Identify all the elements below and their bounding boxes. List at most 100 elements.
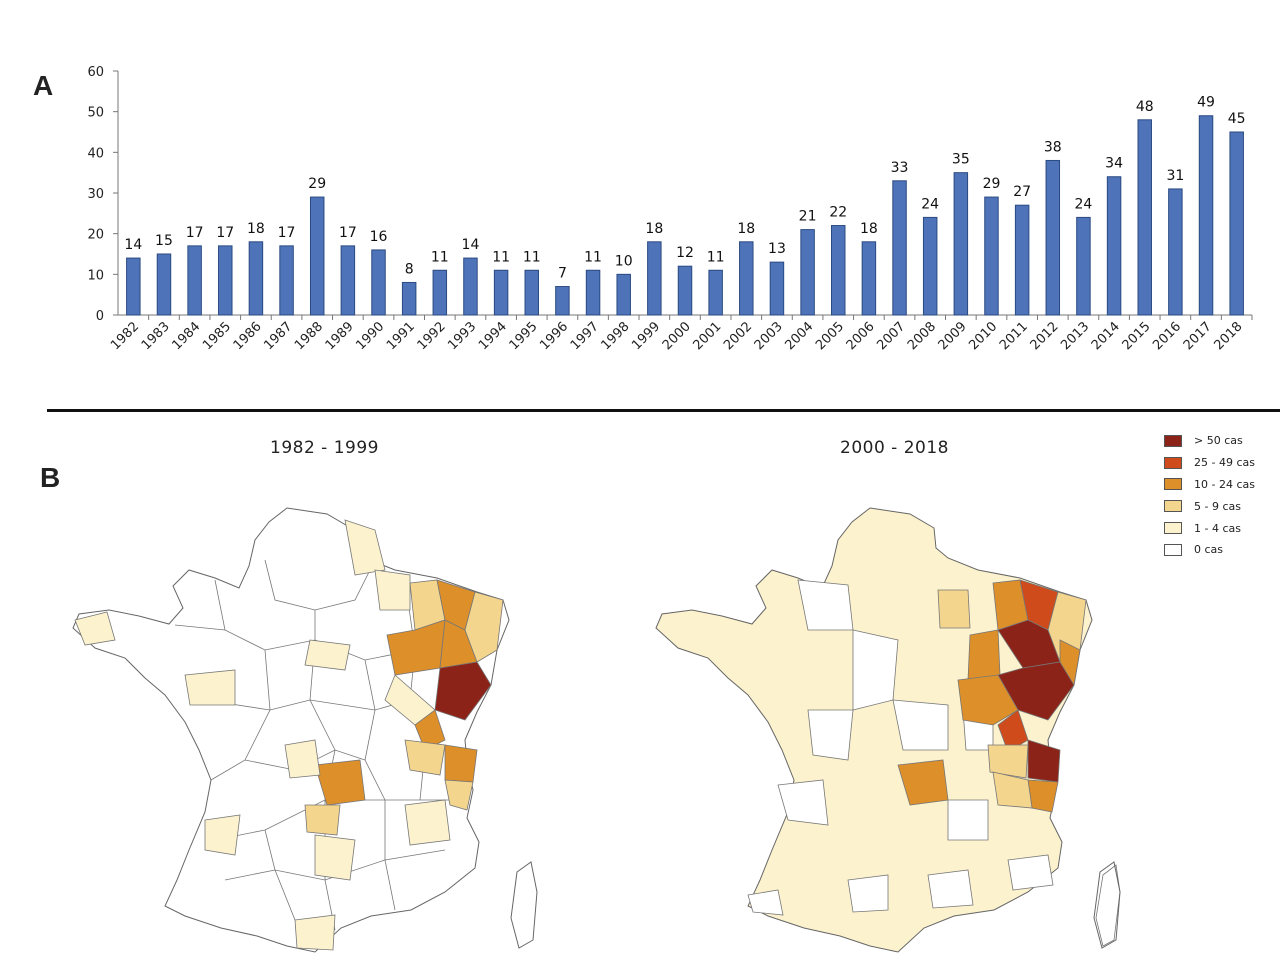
bar-data-label: 24 (921, 196, 939, 212)
x-tick-label: 1991 (384, 319, 418, 353)
bar (463, 257, 478, 316)
x-tick-label: 2007 (874, 319, 908, 353)
x-tick-label: 2011 (997, 319, 1031, 353)
bar-data-label: 11 (707, 249, 725, 265)
map-title-right: 2000 - 2018 (840, 438, 949, 458)
x-tick-label: 2009 (936, 319, 970, 353)
bar-data-label: 27 (1013, 184, 1031, 200)
bar-data-label: 18 (860, 221, 878, 237)
x-tick-label: 1995 (507, 319, 541, 353)
bar-data-label: 17 (186, 225, 204, 241)
bar (647, 241, 662, 316)
corsica-outline (1093, 861, 1121, 949)
bar-data-label: 11 (523, 249, 541, 265)
x-tick-label: 1983 (139, 319, 173, 353)
bar (1045, 159, 1061, 316)
legend-label: 25 - 49 cas (1194, 456, 1255, 470)
legend-swatch (1164, 500, 1182, 513)
bar-data-label: 16 (370, 229, 388, 245)
x-tick-label: 1994 (476, 319, 510, 353)
legend-label: > 50 cas (1194, 434, 1243, 448)
y-tick-label: 60 (87, 65, 104, 80)
bar (279, 245, 294, 316)
bar (493, 269, 509, 316)
legend-swatch (1164, 478, 1182, 491)
x-tick-label: 2008 (905, 319, 939, 353)
bar (831, 225, 846, 316)
bar-data-label: 38 (1044, 139, 1062, 155)
legend-item: 0 cas (1164, 539, 1255, 561)
shaded-departments (74, 519, 504, 951)
shaded-departments (897, 579, 1121, 947)
bar-data-label: 8 (405, 261, 414, 277)
x-tick-label: 2003 (752, 319, 786, 353)
bar-data-label: 31 (1166, 168, 1184, 184)
france-outline (72, 507, 510, 953)
legend-item: 25 - 49 cas (1164, 452, 1255, 474)
bar-data-label: 18 (247, 221, 265, 237)
panel-a-letter: A (33, 70, 54, 101)
bar-data-label: 29 (308, 176, 326, 192)
bar-data-label: 35 (952, 152, 970, 168)
bar (922, 216, 938, 316)
y-tick-label: 10 (87, 268, 104, 283)
x-tick-label: 2014 (1089, 319, 1123, 353)
legend-swatch (1164, 456, 1182, 469)
legend-item: > 50 cas (1164, 430, 1255, 452)
bar (248, 241, 264, 316)
x-tick-label: 1997 (568, 319, 602, 353)
bar (401, 281, 417, 316)
bar (739, 241, 754, 316)
x-tick-label: 2016 (1150, 319, 1184, 353)
x-tick-label: 1999 (629, 319, 663, 353)
x-tick-label: 2001 (690, 319, 724, 353)
legend-swatch (1164, 522, 1182, 535)
legend-label: 5 - 9 cas (1194, 499, 1241, 513)
x-tick-label: 1990 (353, 319, 387, 353)
bar-data-label: 7 (558, 266, 567, 282)
x-tick-label: 1998 (599, 319, 633, 353)
x-tick-label: 1989 (323, 319, 357, 353)
bar-data-label: 15 (155, 233, 173, 249)
bar-data-label: 21 (799, 209, 817, 225)
bar (1168, 188, 1183, 316)
bar (800, 229, 815, 316)
x-tick-label: 1982 (108, 319, 142, 353)
x-tick-label: 1993 (445, 319, 479, 353)
x-tick-label: 2013 (1058, 319, 1092, 353)
france-map-2000-2018 (655, 507, 1121, 953)
x-tick-label: 1985 (200, 319, 234, 353)
bar (1014, 204, 1030, 316)
x-tick-label: 2015 (1120, 319, 1154, 353)
bar (187, 245, 202, 316)
x-tick-label: 1996 (537, 319, 571, 353)
bar-data-label: 11 (431, 249, 449, 265)
bar-data-label: 17 (278, 225, 296, 241)
bar-data-label: 22 (829, 205, 847, 221)
bar (126, 257, 141, 316)
y-tick-label: 50 (87, 106, 104, 121)
bar-data-label: 18 (645, 221, 663, 237)
bar-data-label: 14 (462, 237, 480, 253)
x-tick-label: 1988 (292, 319, 326, 353)
legend-item: 5 - 9 cas (1164, 495, 1255, 517)
bar (371, 249, 386, 316)
bar-data-label: 18 (737, 221, 755, 237)
bar-data-label: 11 (492, 249, 510, 265)
x-tick-label: 2012 (1028, 319, 1062, 353)
legend-label: 0 cas (1194, 543, 1224, 557)
bar-data-label: 24 (1075, 196, 1093, 212)
bar (984, 196, 999, 316)
bar (1106, 176, 1122, 316)
x-tick-label: 1986 (231, 319, 265, 353)
bar-data-label: 33 (891, 160, 909, 176)
y-tick-label: 0 (96, 309, 104, 324)
legend-label: 1 - 4 cas (1194, 521, 1241, 535)
bar (218, 245, 233, 316)
bar (340, 245, 356, 316)
x-tick-label: 2000 (660, 319, 694, 353)
y-tick-label: 30 (87, 187, 104, 202)
bar-data-label: 48 (1136, 99, 1154, 115)
bar-data-label: 10 (615, 253, 633, 269)
legend-label: 10 - 24 cas (1194, 477, 1255, 491)
